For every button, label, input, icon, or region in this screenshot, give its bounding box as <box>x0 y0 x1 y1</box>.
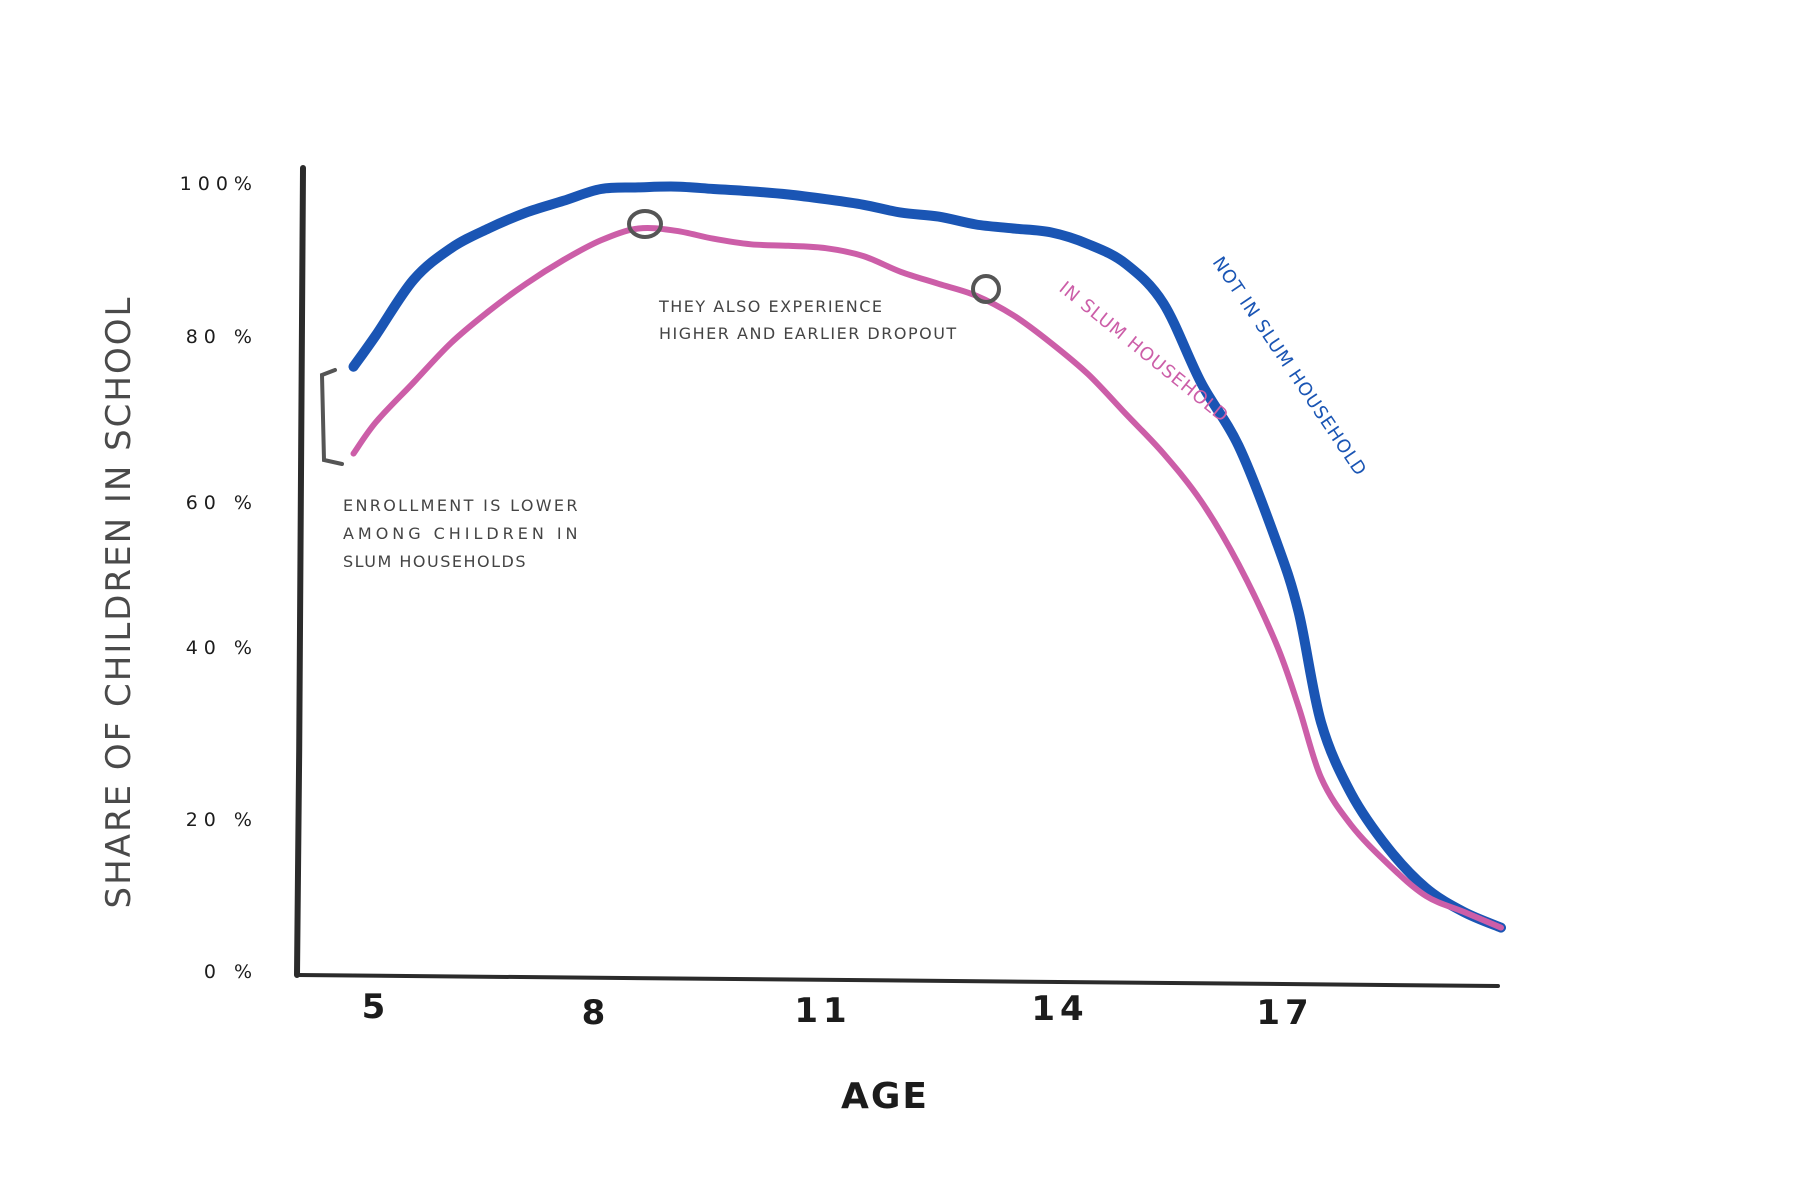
y-tick-label: 40 % <box>186 637 258 659</box>
annotation-dropout: THEY ALSO EXPERIENCE HIGHER AND EARLIER … <box>658 297 958 343</box>
x-axis-line <box>295 973 1500 988</box>
series-line-in-slum-household <box>350 224 1504 931</box>
y-axis-line <box>294 165 306 978</box>
x-axis-title: AGE <box>841 1076 929 1117</box>
y-tick-label: 60 % <box>186 492 258 514</box>
annotation-line: HIGHER AND EARLIER DROPOUT <box>659 324 958 343</box>
x-tick-label: 5 <box>362 987 391 1027</box>
dropout-circle-marker <box>971 274 1001 304</box>
y-tick-label: 80 % <box>186 326 258 348</box>
annotation-line: AMONG CHILDREN IN <box>343 524 579 543</box>
x-tick-label: 17 <box>1256 993 1313 1033</box>
gap-bracket <box>319 368 344 466</box>
annotation-enrollment: ENROLLMENT IS LOWER AMONG CHILDREN IN SL… <box>343 496 579 571</box>
series-line-not-in-slum-household <box>348 181 1506 933</box>
series-label-in-slum-household: IN SLUM HOUSEHOLD <box>1055 278 1233 428</box>
annotation-line: THEY ALSO EXPERIENCE <box>658 297 884 316</box>
x-tick-label: 14 <box>1031 989 1088 1029</box>
series-label-not-in-slum-household: NOT IN SLUM HOUSEHOLD <box>1208 253 1371 480</box>
y-axis-title: SHARE OF CHILDREN IN SCHOOL <box>99 296 139 909</box>
annotation-line: SLUM HOUSEHOLDS <box>343 552 527 571</box>
y-tick-label: 0 % <box>204 961 258 983</box>
peak-circle-marker <box>627 209 663 239</box>
annotation-line: ENROLLMENT IS LOWER <box>343 496 579 515</box>
x-tick-label: 11 <box>794 991 851 1031</box>
y-tick-label: 100% <box>180 173 258 195</box>
x-tick-label: 8 <box>582 993 611 1033</box>
y-tick-label: 20 % <box>186 809 258 831</box>
